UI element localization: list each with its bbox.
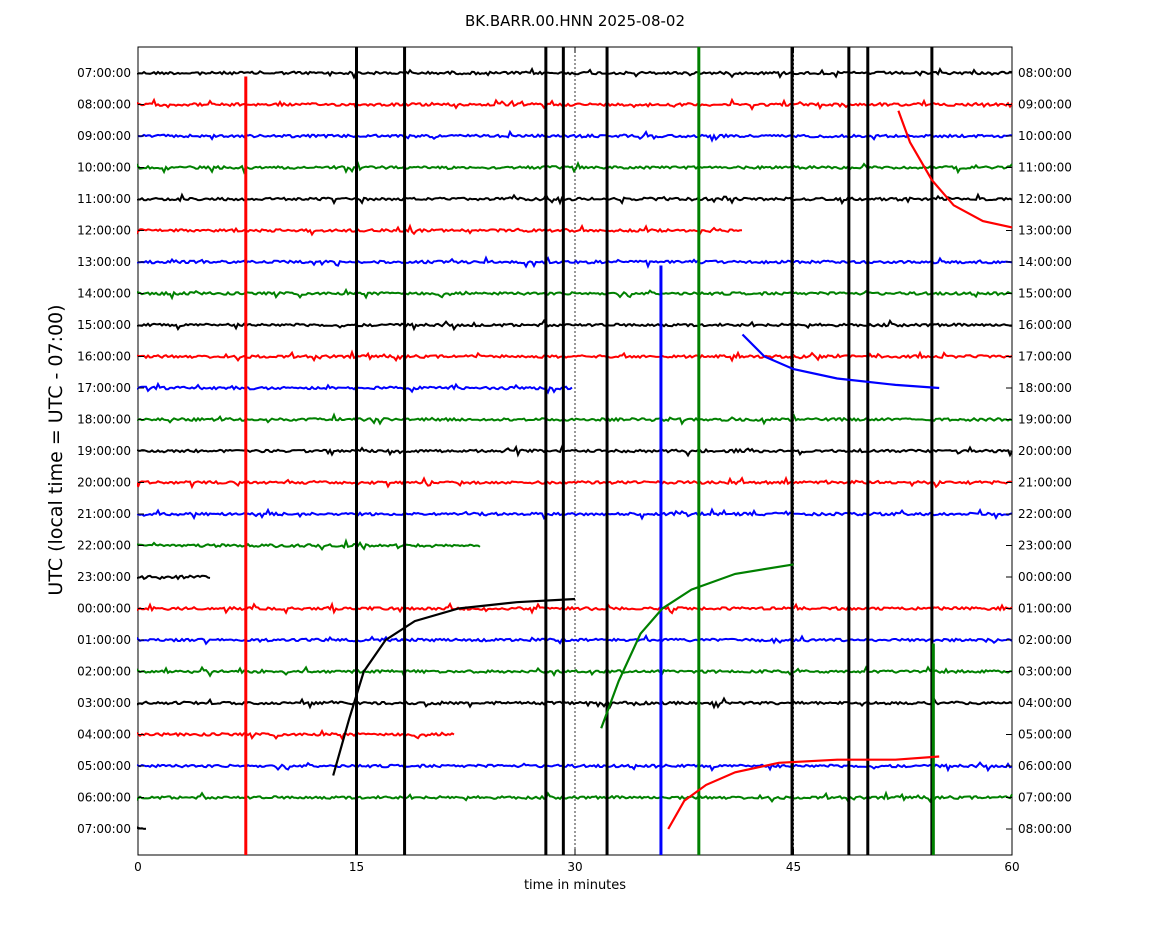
- trace-row-20: [137, 696, 1013, 710]
- right-tick-label: 04:00:00: [1018, 696, 1072, 710]
- left-tick-label: 09:00:00: [77, 129, 131, 143]
- right-tick-label: 02:00:00: [1018, 633, 1072, 647]
- right-tick-label: 08:00:00: [1018, 66, 1072, 80]
- drift-curve-4: [667, 755, 940, 830]
- right-tick-label: 21:00:00: [1018, 476, 1072, 490]
- trace-row-24: [137, 826, 147, 830]
- right-tick-label: 18:00:00: [1018, 381, 1072, 395]
- trace-row-19: [137, 665, 1013, 679]
- right-tick-label: 14:00:00: [1018, 255, 1072, 269]
- trace-row-16: [137, 574, 211, 581]
- chart-title: BK.BARR.00.HNN 2025-08-02: [464, 12, 686, 30]
- trace-row-8: [137, 318, 1013, 332]
- trace-row-9: [137, 349, 1013, 363]
- right-tick-label: 03:00:00: [1018, 665, 1072, 679]
- left-tick-label: 05:00:00: [77, 759, 131, 773]
- left-tick-label: 03:00:00: [77, 696, 131, 710]
- right-tick-label: 16:00:00: [1018, 318, 1072, 332]
- trace-row-17: [137, 601, 1013, 615]
- left-tick-label: 08:00:00: [77, 98, 131, 112]
- drift-curve-2: [332, 597, 576, 776]
- x-axis-label: time in minutes: [523, 878, 627, 893]
- trace-row-14: [137, 507, 1013, 521]
- right-tick-label: 01:00:00: [1018, 602, 1072, 616]
- left-tick-label: 07:00:00: [77, 66, 131, 80]
- trace-row-12: [137, 444, 1013, 458]
- right-tick-label: 19:00:00: [1018, 413, 1072, 427]
- trace-row-18: [137, 633, 1013, 646]
- drift-curve-0: [897, 110, 1013, 229]
- left-tick-label: 01:00:00: [77, 633, 131, 647]
- left-tick-label: 11:00:00: [77, 192, 131, 206]
- trace-row-3: [137, 160, 1013, 175]
- left-tick-label: 07:00:00: [77, 822, 131, 836]
- left-tick-label: 04:00:00: [77, 728, 131, 742]
- right-tick-label: 13:00:00: [1018, 224, 1072, 238]
- left-tick-label: 02:00:00: [77, 665, 131, 679]
- trace-row-15: [137, 537, 481, 552]
- left-tick-label: 13:00:00: [77, 255, 131, 269]
- left-tick-label: 20:00:00: [77, 476, 131, 490]
- x-tick-label: 15: [349, 860, 364, 874]
- trace-row-7: [137, 287, 1013, 301]
- y-axis-label: UTC (local time = UTC - 07:00): [45, 304, 67, 596]
- right-tick-label: 11:00:00: [1018, 161, 1072, 175]
- right-tick-label: 10:00:00: [1018, 129, 1072, 143]
- left-tick-label: 19:00:00: [77, 444, 131, 458]
- left-tick-label: 23:00:00: [77, 570, 131, 584]
- drift-curve-1: [741, 333, 940, 390]
- right-tick-label: 09:00:00: [1018, 98, 1072, 112]
- trace-row-23: [137, 790, 1013, 804]
- left-tick-label: 21:00:00: [77, 507, 131, 521]
- trace-row-4: [137, 192, 1013, 206]
- left-tick-label: 17:00:00: [77, 381, 131, 395]
- right-tick-label: 22:00:00: [1018, 507, 1072, 521]
- trace-row-22: [137, 761, 1013, 773]
- x-tick-label: 60: [1004, 860, 1019, 874]
- x-tick-label: 45: [786, 860, 801, 874]
- trace-row-10: [137, 381, 573, 395]
- left-tick-label: 18:00:00: [77, 413, 131, 427]
- trace-row-11: [137, 412, 1013, 426]
- trace-row-13: [137, 475, 1013, 490]
- left-tick-label: 10:00:00: [77, 161, 131, 175]
- x-tick-label: 30: [567, 860, 582, 874]
- right-tick-label: 20:00:00: [1018, 444, 1072, 458]
- right-tick-label: 07:00:00: [1018, 791, 1072, 805]
- drift-curve-3: [600, 563, 794, 729]
- left-tick-label: 16:00:00: [77, 350, 131, 364]
- right-tick-label: 06:00:00: [1018, 759, 1072, 773]
- right-tick-label: 05:00:00: [1018, 728, 1072, 742]
- left-tick-label: 15:00:00: [77, 318, 131, 332]
- right-tick-label: 00:00:00: [1018, 570, 1072, 584]
- right-tick-label: 15:00:00: [1018, 287, 1072, 301]
- trace-row-6: [137, 255, 1013, 270]
- trace-row-0: [137, 66, 1013, 80]
- left-tick-label: 06:00:00: [77, 791, 131, 805]
- trace-row-1: [137, 97, 1013, 111]
- left-tick-label: 14:00:00: [77, 287, 131, 301]
- right-tick-label: 23:00:00: [1018, 539, 1072, 553]
- trace-row-5: [137, 223, 743, 237]
- right-tick-label: 12:00:00: [1018, 192, 1072, 206]
- right-tick-label: 08:00:00: [1018, 822, 1072, 836]
- left-tick-label: 22:00:00: [77, 539, 131, 553]
- left-tick-label: 12:00:00: [77, 224, 131, 238]
- x-tick-label: 0: [134, 860, 142, 874]
- right-tick-label: 17:00:00: [1018, 350, 1072, 364]
- trace-row-21: [137, 728, 455, 741]
- left-tick-label: 00:00:00: [77, 602, 131, 616]
